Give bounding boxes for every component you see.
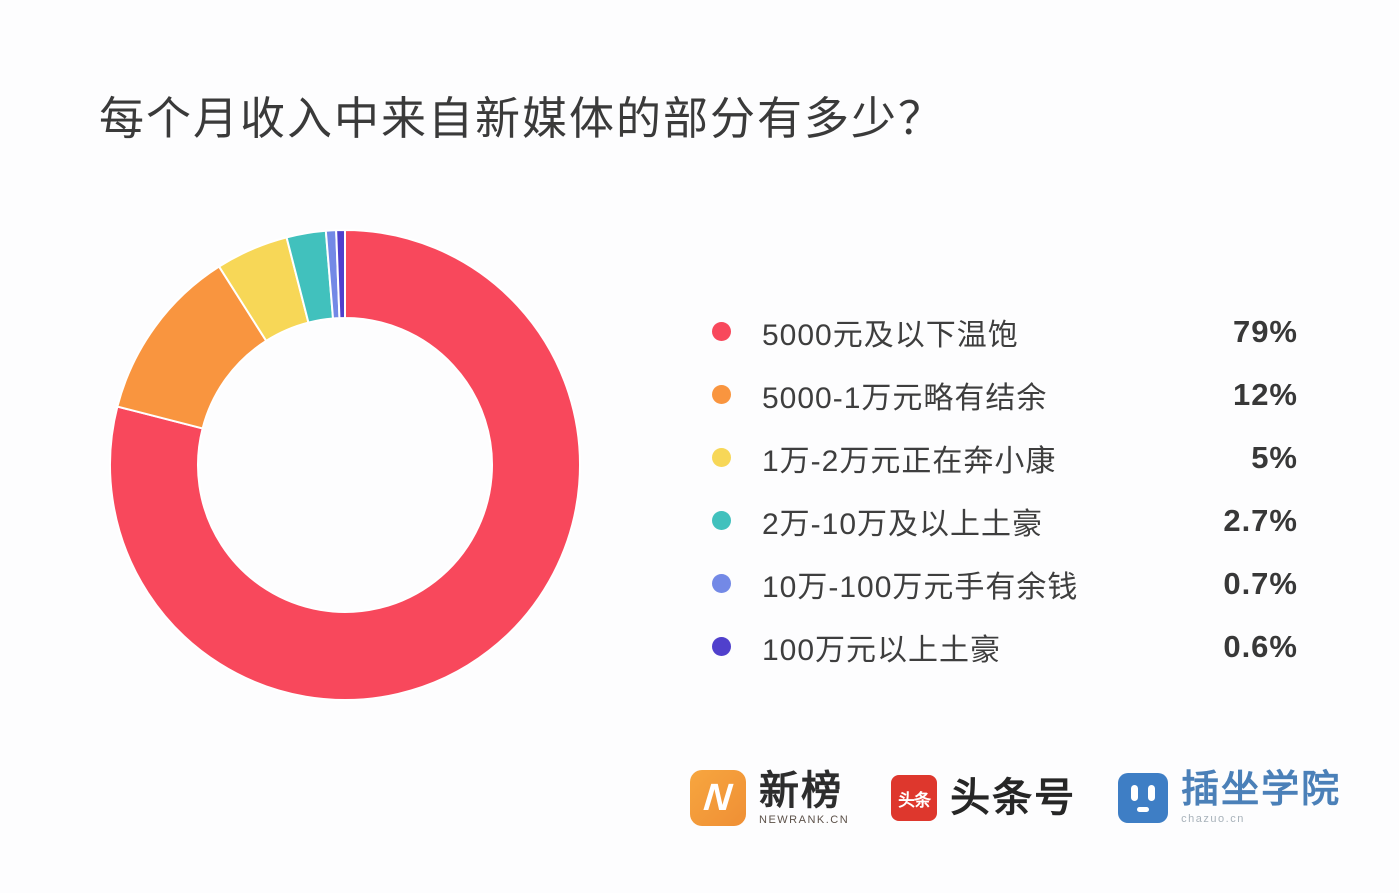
chazuo-logo: 插坐学院 chazuo.cn [1118,769,1342,825]
legend-item: 10万-100万元手有余钱 0.7% [712,552,1298,615]
donut-svg [109,228,581,701]
legend-swatch [712,448,731,467]
donut-slice [109,228,581,701]
newrank-glyph: N [702,777,734,820]
legend-item: 5000元及以下温饱 79% [712,300,1298,363]
newrank-logo: N 新榜 NEWRANK.CN [690,770,849,827]
newrank-wordmark: 新榜 [759,769,843,813]
toutiao-glyph: 头条 [898,790,931,810]
legend-item: 2万-10万及以上土豪 2.7% [712,489,1298,552]
toutiao-wordmark: 头条号 [950,776,1077,821]
legend-swatch [712,385,731,404]
chazuo-subtext: chazuo.cn [1181,812,1245,825]
legend-item: 1万-2万元正在奔小康 5% [712,426,1298,489]
legend-value: 5% [1251,439,1298,475]
toutiao-icon: 头条 [891,775,938,822]
legend-label: 5000-1万元略有结余 [762,381,1048,415]
legend-value: 79% [1232,313,1298,349]
legend: 5000元及以下温饱 79% 5000-1万元略有结余 12% 1万-2万元正在… [712,300,1298,678]
robot-eye-icon [1131,785,1139,802]
legend-value: 2.7% [1223,502,1298,538]
legend-label: 1万-2万元正在奔小康 [762,444,1057,478]
newrank-subtext: NEWRANK.CN [759,814,850,826]
legend-value: 0.6% [1223,628,1298,664]
chazuo-wordmark: 插坐学院 [1181,769,1342,812]
legend-value: 12% [1232,376,1298,412]
robot-mouth-icon [1137,807,1150,813]
legend-label: 5000元及以下温饱 [762,318,1019,352]
legend-swatch [712,511,731,530]
donut-slice [335,228,346,320]
legend-label: 10万-100万元手有余钱 [762,570,1079,604]
legend-label: 100万元以上土豪 [762,633,1002,667]
footer-logos: N 新榜 NEWRANK.CN 头条 头条号 插坐学院 chazu [690,770,1341,827]
legend-value: 0.7% [1223,565,1298,601]
legend-item: 5000-1万元略有结余 12% [712,363,1298,426]
robot-eye-icon [1148,785,1156,802]
legend-swatch [712,637,731,656]
legend-swatch [712,322,731,341]
legend-item: 100万元以上土豪 0.6% [712,615,1298,678]
newrank-icon: N [690,770,746,827]
chazuo-robot-icon [1118,773,1169,824]
legend-label: 2万-10万及以上土豪 [762,507,1044,541]
chart-title: 每个月收入中来自新媒体的部分有多少？ [99,93,946,144]
donut-chart [0,100,700,840]
legend-swatch [712,574,731,593]
toutiao-logo: 头条 头条号 [891,775,1077,822]
